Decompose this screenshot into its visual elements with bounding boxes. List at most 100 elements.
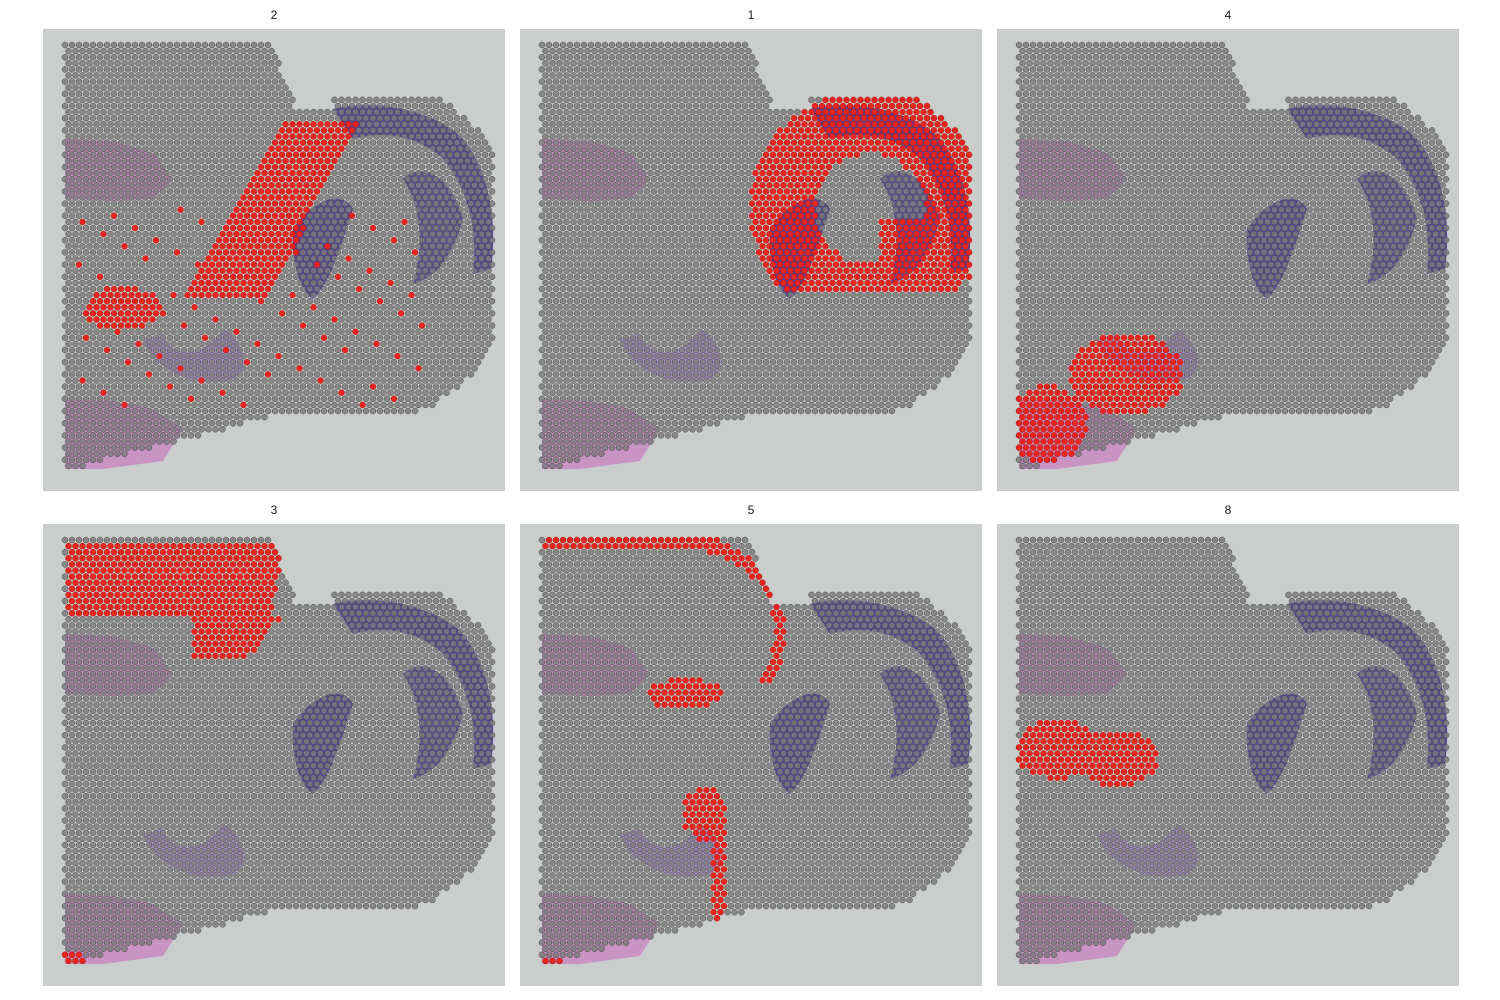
spot <box>366 169 373 177</box>
spot <box>198 328 205 335</box>
spot-highlight <box>296 133 303 140</box>
spot <box>720 102 728 110</box>
spot <box>549 121 556 128</box>
spot <box>464 279 471 287</box>
spot <box>359 169 366 177</box>
spot <box>128 218 135 226</box>
spot <box>545 90 553 98</box>
spot-highlight <box>303 133 310 140</box>
spot-highlight <box>787 157 794 165</box>
spot-highlight <box>219 230 226 238</box>
spot <box>692 212 700 220</box>
spot <box>205 182 212 189</box>
spot <box>450 365 457 372</box>
spot-highlight <box>320 175 328 183</box>
spot <box>334 322 342 329</box>
spot <box>68 444 76 451</box>
spot <box>264 139 272 146</box>
spot <box>390 163 398 171</box>
spot <box>68 249 76 256</box>
spot <box>89 212 97 220</box>
spot <box>429 108 436 116</box>
spot-highlight <box>261 169 268 177</box>
spot <box>163 182 170 189</box>
spot <box>93 243 100 250</box>
spot <box>201 224 209 232</box>
spot-highlight <box>271 188 279 195</box>
spot <box>110 102 118 110</box>
spot <box>612 133 619 140</box>
spot <box>72 328 79 335</box>
spot <box>626 145 633 152</box>
spot <box>229 200 237 207</box>
spot-highlight <box>243 236 251 244</box>
spot <box>485 194 492 201</box>
spot <box>331 328 338 335</box>
spot <box>142 157 149 165</box>
spot <box>261 304 268 311</box>
spot <box>619 133 626 140</box>
spot <box>629 163 637 171</box>
spot <box>605 157 612 165</box>
spot <box>145 261 153 268</box>
spot <box>815 194 822 201</box>
spot <box>373 206 380 213</box>
spot <box>149 365 156 372</box>
spot <box>124 236 132 244</box>
spot-highlight <box>829 145 836 152</box>
spot <box>233 96 240 104</box>
spot <box>559 53 567 61</box>
spot <box>460 236 468 244</box>
spot <box>619 206 626 213</box>
spot <box>640 96 647 104</box>
spot <box>738 108 745 116</box>
spot <box>443 291 450 299</box>
spot <box>198 340 205 348</box>
spot <box>61 407 69 415</box>
spot <box>425 127 433 134</box>
spot-highlight <box>797 114 805 122</box>
spot <box>443 267 450 274</box>
spot <box>369 249 377 256</box>
spot-highlight <box>902 151 910 159</box>
spot <box>446 114 454 122</box>
spot-highlight <box>117 297 125 305</box>
spot <box>324 291 331 299</box>
spot <box>741 102 749 110</box>
spot <box>615 102 623 110</box>
spot <box>72 340 79 348</box>
spot <box>96 371 104 378</box>
spot <box>453 139 461 146</box>
spot <box>86 194 93 201</box>
spot <box>657 66 665 73</box>
spot <box>212 157 219 165</box>
spot <box>443 157 450 165</box>
spot <box>334 188 342 195</box>
spot <box>467 346 475 354</box>
spot <box>485 316 492 323</box>
spot <box>184 145 191 152</box>
spot-highlight <box>233 291 240 299</box>
spot <box>72 194 79 201</box>
spot <box>215 419 223 427</box>
spot-highlight <box>787 206 794 213</box>
spot <box>152 114 160 122</box>
spot <box>166 432 174 439</box>
spot <box>229 322 237 329</box>
spot <box>184 169 191 177</box>
spot <box>93 255 100 262</box>
spot <box>324 377 331 384</box>
spot <box>432 297 440 305</box>
spot <box>177 291 184 299</box>
spot <box>100 169 107 177</box>
spot <box>387 121 394 128</box>
spot <box>467 200 475 207</box>
spot <box>170 426 177 433</box>
spot-highlight <box>324 145 331 152</box>
spot-highlight <box>867 127 875 134</box>
spot <box>156 328 163 335</box>
spot <box>345 352 352 360</box>
spot <box>124 127 132 134</box>
spot <box>89 175 97 183</box>
spot <box>359 230 366 238</box>
